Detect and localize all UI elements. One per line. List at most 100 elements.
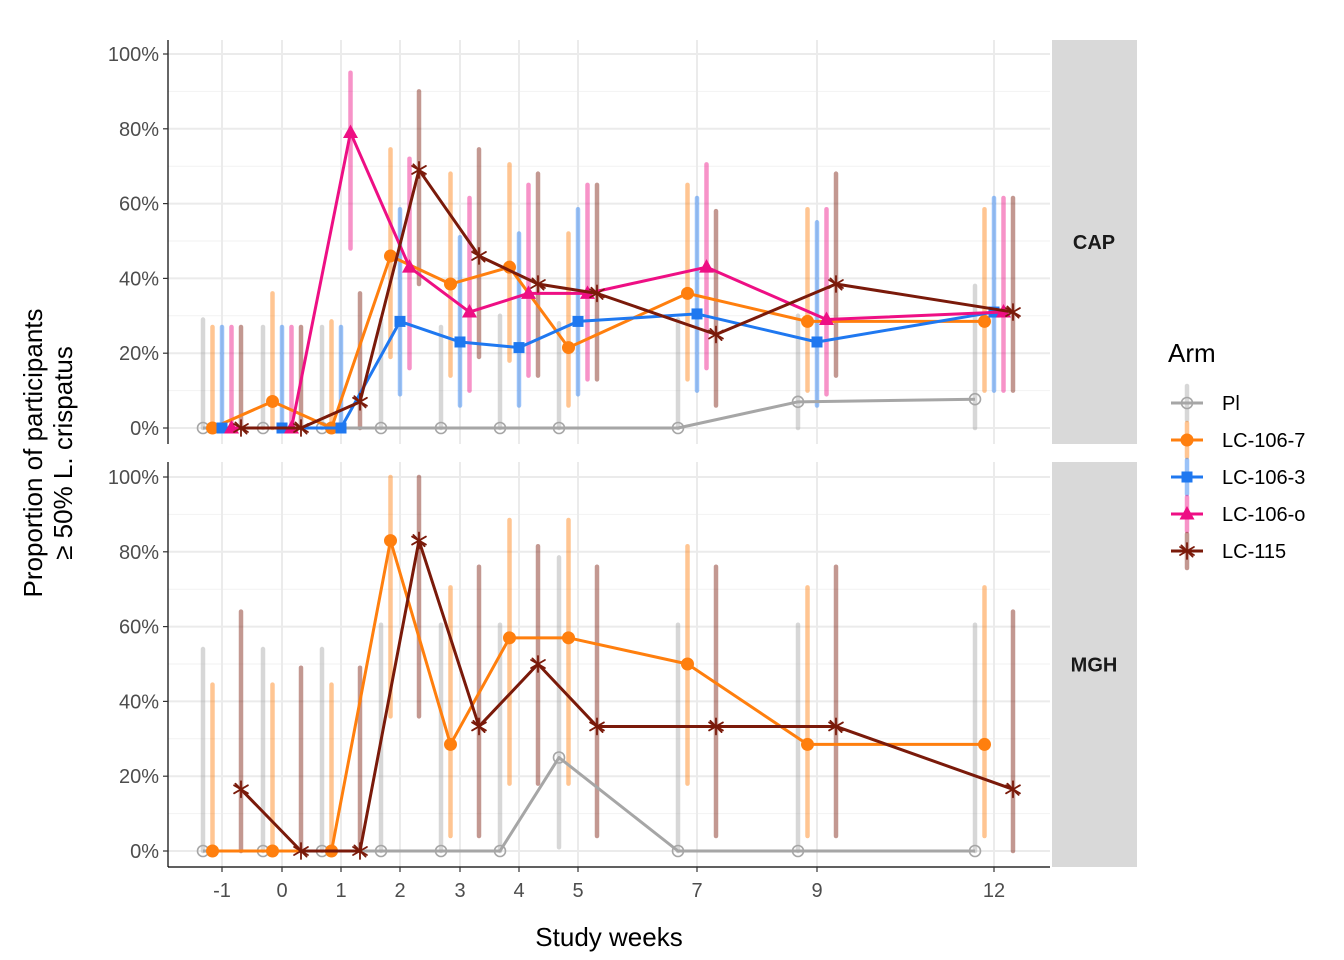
facet-label: MGH <box>1071 655 1118 677</box>
data-point <box>216 422 228 434</box>
series-lc-106-7 <box>206 249 991 435</box>
data-point <box>978 737 991 751</box>
data-point <box>828 717 844 736</box>
data-point <box>978 314 991 328</box>
data-point <box>828 275 844 293</box>
x-tick-label: 1 <box>335 880 346 902</box>
data-point <box>384 534 397 548</box>
legend-key-pl <box>1171 383 1203 423</box>
legend-marker <box>1179 542 1195 560</box>
data-point <box>530 275 546 293</box>
data-point <box>434 421 448 435</box>
legend-title: Arm <box>1168 338 1216 368</box>
legend-key-lc-106-o <box>1171 494 1203 534</box>
y-tick-label: 80% <box>119 119 159 141</box>
y-tick-label: 0% <box>130 841 159 863</box>
data-point <box>224 420 239 434</box>
legend-label: LC-106-o <box>1222 504 1305 526</box>
data-point <box>374 844 388 858</box>
data-point <box>471 717 487 736</box>
data-point <box>671 421 685 435</box>
series-line <box>222 310 995 430</box>
y-axis-title-line2: ≥ 50% L. crispatus <box>48 346 78 560</box>
legend-marker <box>1181 471 1193 483</box>
data-point <box>530 655 546 673</box>
data-point <box>233 419 249 437</box>
data-point <box>513 342 525 354</box>
data-point <box>521 285 536 299</box>
data-point <box>493 421 507 435</box>
x-tick-label: 4 <box>513 880 524 902</box>
legend-key-lc-115 <box>1171 531 1203 571</box>
data-point <box>444 277 457 291</box>
x-tick-label: 3 <box>454 880 465 902</box>
data-point <box>493 844 507 858</box>
legend-marker <box>1180 433 1194 447</box>
data-point <box>411 531 427 550</box>
legend-marker <box>1179 506 1195 520</box>
data-point <box>791 395 805 409</box>
facet-strip <box>1052 40 1137 444</box>
data-point <box>352 842 368 860</box>
data-point <box>335 422 347 434</box>
data-point <box>819 311 834 326</box>
data-point <box>384 249 397 263</box>
data-point <box>811 336 823 348</box>
data-point <box>206 421 219 435</box>
data-point <box>708 325 724 344</box>
data-point <box>562 341 575 355</box>
series-line <box>211 254 985 430</box>
series-lc-115 <box>233 531 1021 860</box>
data-point <box>589 717 605 736</box>
panel-mgh: 0% 20% 40% 60% 80% 100% MGH <box>108 462 1137 868</box>
data-point <box>293 419 309 437</box>
data-point <box>562 631 575 645</box>
series-line <box>239 539 1014 853</box>
y-tick-label: 80% <box>119 542 159 564</box>
x-tick-label: 0 <box>276 880 287 902</box>
data-point <box>462 304 477 318</box>
data-point <box>471 247 487 265</box>
data-point <box>503 631 516 645</box>
x-tick-label: 12 <box>983 880 1005 902</box>
y-tick-label: 100% <box>108 44 159 66</box>
y-axis-title: Proportion of participants≥ 50% L. crisp… <box>18 308 78 597</box>
x-tick-label: 5 <box>572 880 583 902</box>
data-point <box>589 284 605 303</box>
data-point <box>681 657 694 671</box>
data-point <box>572 315 584 327</box>
panel-background <box>168 40 1050 444</box>
data-point <box>352 392 368 411</box>
data-point <box>411 161 427 179</box>
facet-label: CAP <box>1073 232 1115 254</box>
legend-marker <box>1180 396 1194 410</box>
error-bars <box>200 70 1016 431</box>
data-point <box>699 259 714 273</box>
data-point <box>374 421 388 435</box>
panel-cap: 0% 20% 40% 60% 80% 100% CAP <box>108 40 1137 444</box>
legend-label: LC-106-7 <box>1222 430 1305 452</box>
data-point <box>801 314 814 328</box>
series-line <box>231 131 1004 430</box>
series-line <box>241 168 1014 430</box>
x-axis-title: Study weeks <box>535 922 682 952</box>
data-point <box>343 124 358 139</box>
y-axis-title-line1: Proportion of participants <box>18 308 48 597</box>
data-point <box>266 844 279 858</box>
data-point <box>1005 303 1021 321</box>
data-point <box>968 844 982 858</box>
y-tick-label: 40% <box>119 268 159 290</box>
legend-label: Pl <box>1222 393 1240 415</box>
data-point <box>691 308 703 320</box>
data-point <box>394 315 406 327</box>
y-tick-label: 100% <box>108 467 159 489</box>
x-tick-label: 7 <box>691 880 702 902</box>
series-lc-115 <box>233 161 1021 437</box>
legend-key-lc-106-3 <box>1171 457 1203 497</box>
facet-strip <box>1052 462 1137 867</box>
y-tick-label: 0% <box>130 418 159 440</box>
data-point <box>791 844 805 858</box>
data-point <box>708 717 724 736</box>
legend: Arm Pl LC-106-7 LC-106-3 LC-106-o LC-115 <box>1168 338 1305 571</box>
